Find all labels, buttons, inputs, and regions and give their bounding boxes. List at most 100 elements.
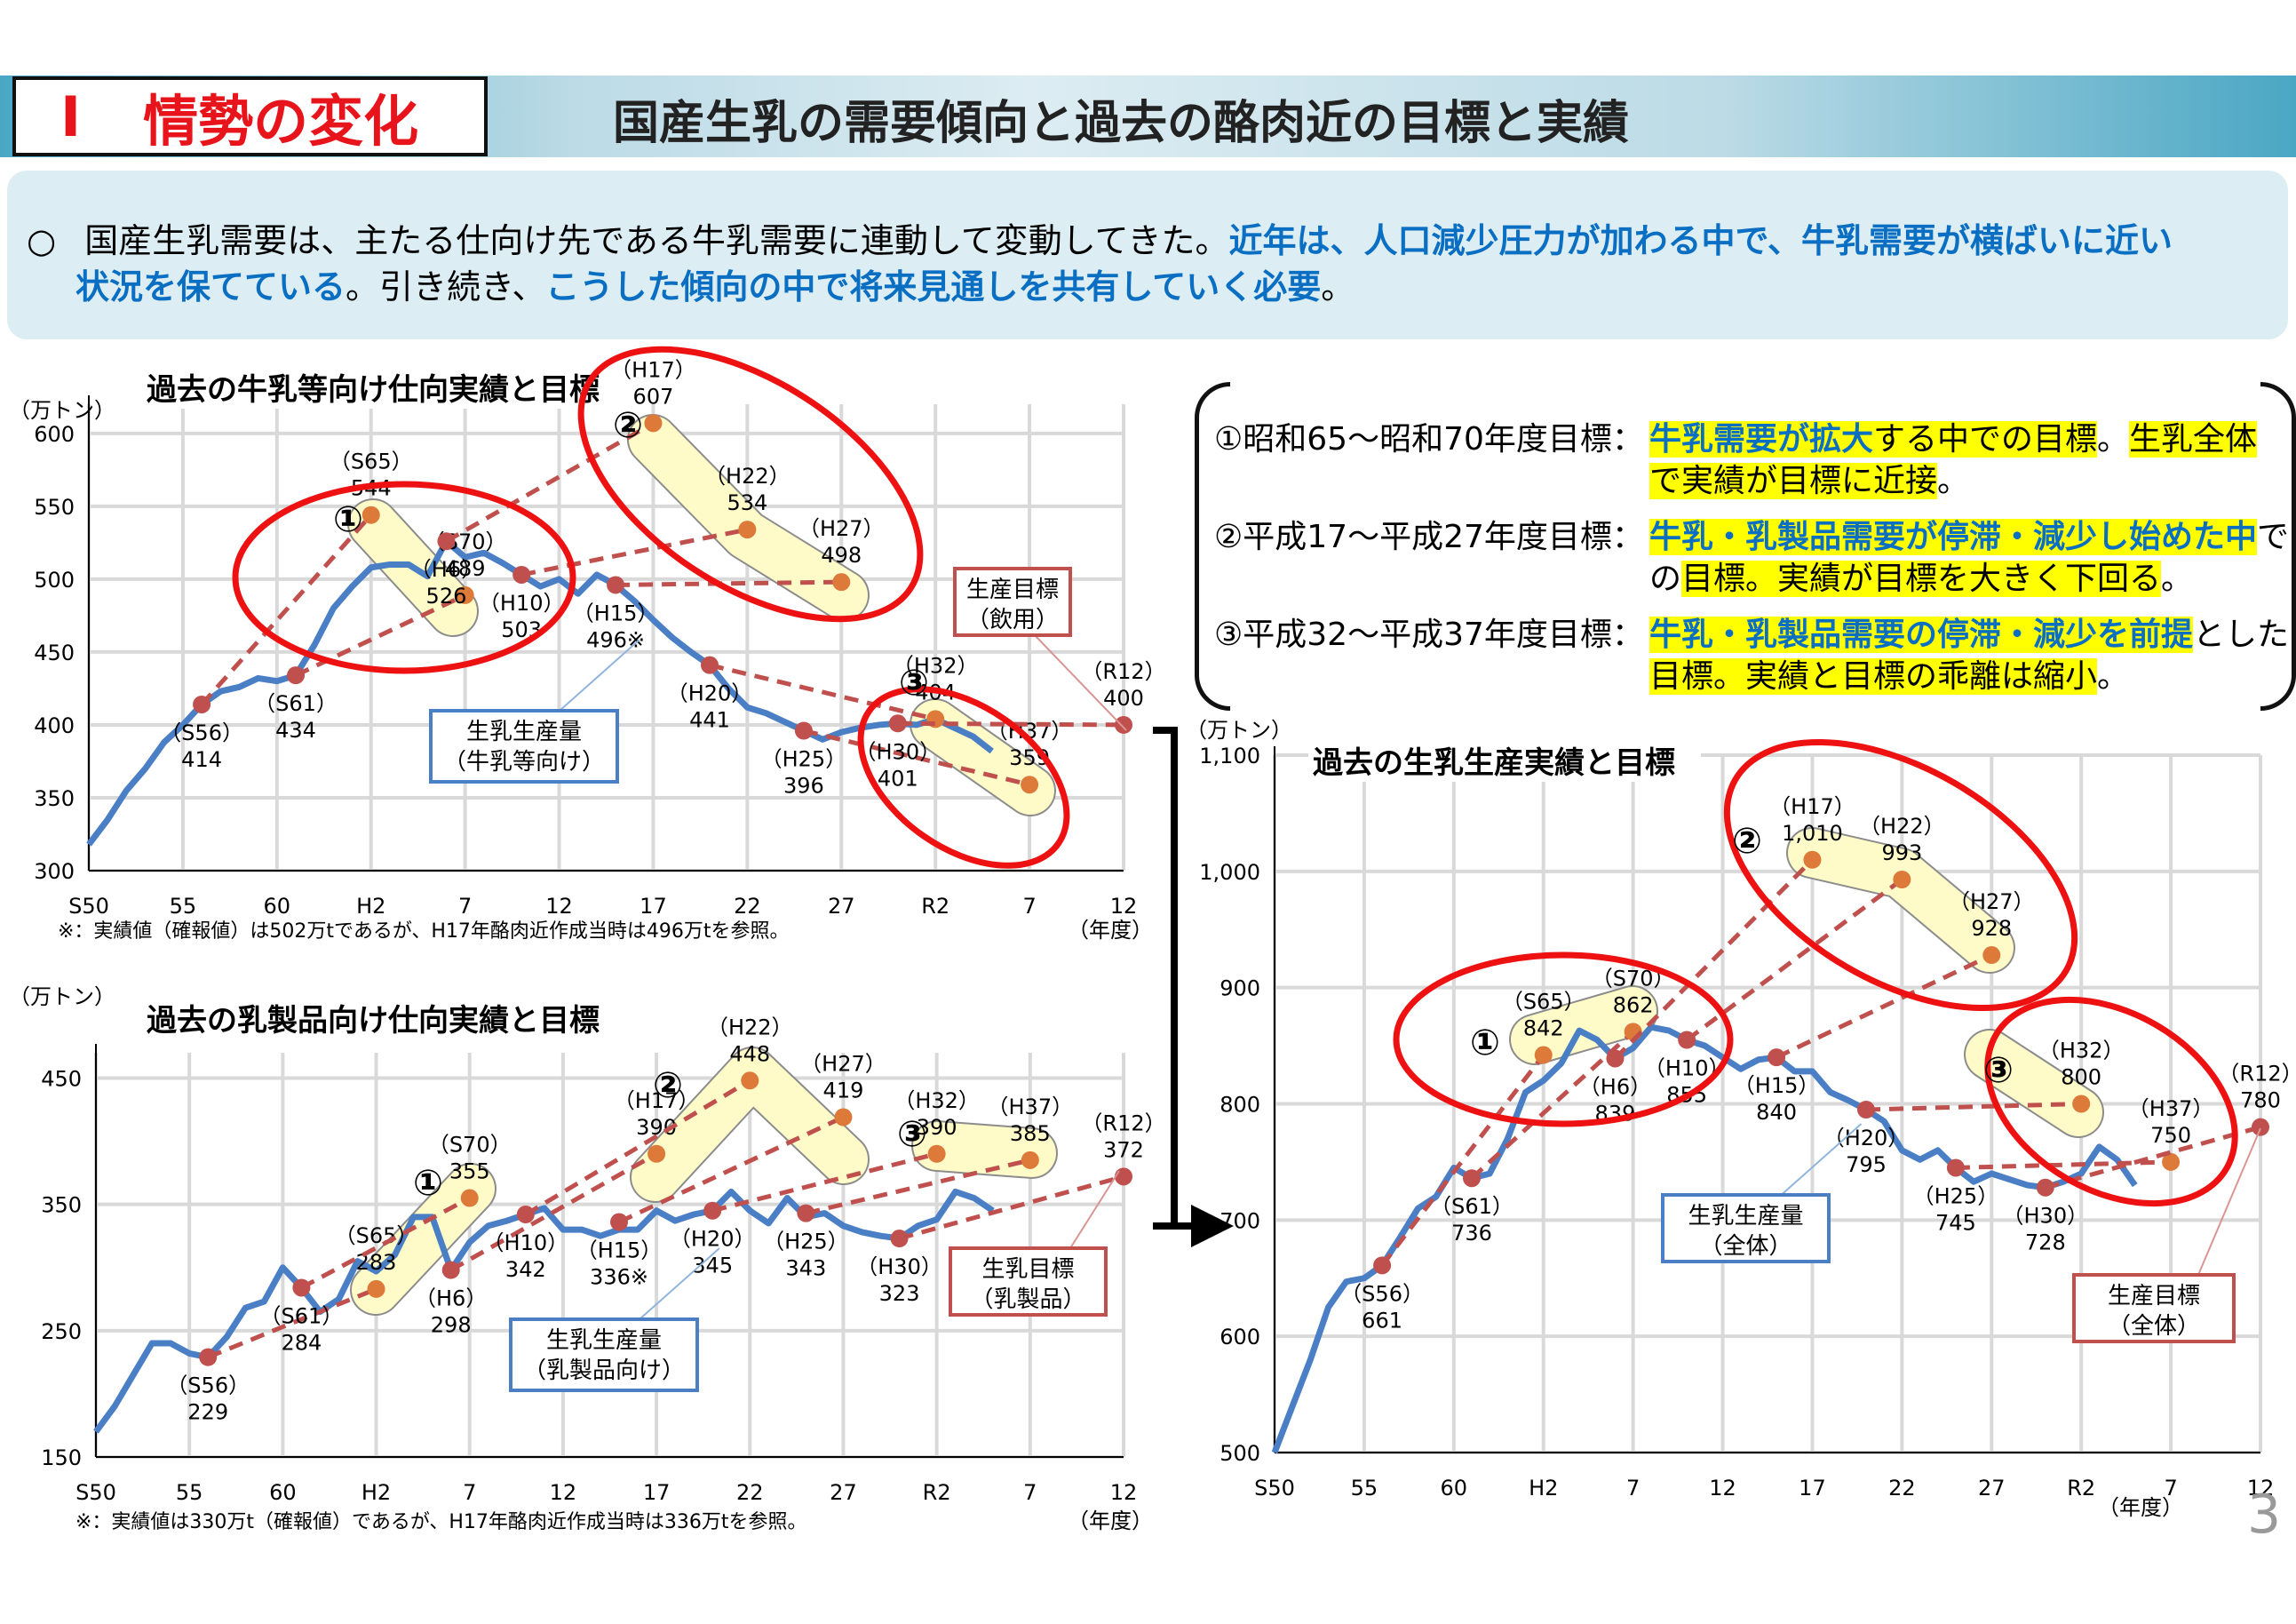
plan-number: ② xyxy=(653,1065,683,1106)
goal-point xyxy=(2162,1152,2181,1171)
base-year-label: （H30） xyxy=(2003,1204,2089,1229)
plan-highlight-ellipse xyxy=(1393,951,1734,1127)
plan-number: ② xyxy=(613,405,643,446)
section-number: Ⅰ xyxy=(60,84,82,149)
plan-number: ① xyxy=(1470,1023,1500,1063)
goal-text: とした xyxy=(2193,617,2290,653)
base-point xyxy=(1946,1158,1965,1177)
goal-point xyxy=(1115,1167,1132,1186)
base-point xyxy=(516,1206,535,1223)
base-value-label: 496※ xyxy=(586,627,645,652)
goal-point xyxy=(460,1189,479,1207)
actual-production-line xyxy=(86,537,994,847)
summary-line-2: 状況を保てている。引き続き、こうした傾向の中で将来見通しを共有していく必要。 xyxy=(75,259,1355,308)
y-axis-unit: （万トン） xyxy=(9,984,115,1009)
base-value-label: 414 xyxy=(181,747,222,772)
series-label-box xyxy=(1661,1193,1831,1263)
x-tick-label: 7 xyxy=(1626,1476,1640,1501)
goal-point xyxy=(741,1071,759,1090)
base-point xyxy=(437,532,456,551)
plan-number: ② xyxy=(1732,821,1762,862)
goal-point xyxy=(644,414,663,433)
summary-text: 。 xyxy=(1321,267,1355,306)
goal-year-label: （S65） xyxy=(330,450,413,474)
goal-row-2: ②平成17～平成27年度目標： 牛乳・乳製品需要が停滞・減少し始めた中で xyxy=(1214,511,2289,557)
x-tick-label: 12 xyxy=(545,894,573,919)
x-tick-label: 7 xyxy=(458,894,472,919)
target-line xyxy=(524,1079,751,1217)
y-tick-label: 300 xyxy=(34,859,75,884)
base-point xyxy=(797,1204,815,1222)
base-year-label: （H20） xyxy=(667,681,753,706)
target-label-line1: 生乳目標 xyxy=(981,1256,1074,1283)
summary-emphasis: こうした傾向の中で将来見通しを共有していく必要 xyxy=(545,267,1322,306)
goal-point xyxy=(1982,946,2001,965)
title-bg xyxy=(1308,736,1701,782)
goal-label: ③平成32～平成37年度目標： xyxy=(1214,617,1644,653)
y-tick-label: 700 xyxy=(1220,1208,1260,1233)
base-point xyxy=(2036,1178,2054,1197)
target-line xyxy=(1613,857,1815,1061)
x-tick-label: 12 xyxy=(1110,1480,1138,1505)
base-year-label: （H20） xyxy=(670,1227,756,1252)
target-label-leader xyxy=(1069,1170,1120,1249)
bullet-icon: ○ xyxy=(27,221,57,260)
base-point xyxy=(794,721,813,740)
y-tick-label: 350 xyxy=(41,1193,82,1218)
goal-value-label: 862 xyxy=(1613,992,1654,1017)
target-line xyxy=(207,1286,377,1359)
plan-highlight-ellipse xyxy=(232,481,576,674)
chart-milk-drinking: S50 55 60 H2 7 12 17 22 27 R2 7 12 300 350 400 450 500 55… xyxy=(9,346,1166,943)
y-tick-label: 500 xyxy=(1220,1441,1260,1466)
plan-number: ① xyxy=(413,1163,443,1204)
goal-year-label: （H22） xyxy=(707,1015,793,1039)
y-tick-label: 450 xyxy=(34,641,75,665)
goal-value-label: 400 xyxy=(1103,686,1144,711)
base-year-label: （S61） xyxy=(254,691,338,716)
base-year-label: （S61） xyxy=(1430,1194,1513,1219)
summary-text: 。引き続き、 xyxy=(346,267,546,306)
base-point xyxy=(441,1261,460,1279)
plan-number: ③ xyxy=(899,663,929,704)
target-line xyxy=(1776,952,1993,1060)
goal-row-3-cont: 目標。実績と目標の乖離は縮小。 xyxy=(1649,650,2129,697)
base-value-label: 526 xyxy=(426,584,467,609)
goals-panel: ①昭和65～昭和70年度目標： 牛乳需要が拡大する中での目標。生乳全体 で実績が目… xyxy=(1195,382,2296,711)
target-line xyxy=(1685,877,1903,1042)
goal-year-label: （H37） xyxy=(2128,1096,2214,1121)
goal-year-label: （H22） xyxy=(704,464,790,489)
target-label-line2: （全体） xyxy=(2108,1313,2200,1340)
x-tick-label: S50 xyxy=(1254,1476,1295,1501)
goal-value-label: 385 xyxy=(1010,1121,1051,1146)
target-label-box xyxy=(953,567,1072,637)
plan-highlight-ellipse xyxy=(577,346,924,623)
base-value-label: 795 xyxy=(1846,1152,1887,1177)
target-label-leader xyxy=(2197,1127,2261,1276)
chart-title: 過去の生乳生産実績と目標 xyxy=(1313,745,1675,781)
target-label-line2: （乳製品） xyxy=(970,1286,1085,1313)
y-tick-label: 150 xyxy=(41,1445,82,1470)
x-axis-unit: （年度） xyxy=(2098,1495,2183,1520)
goal-point xyxy=(927,1144,946,1163)
target-line xyxy=(1865,1102,2082,1112)
base-value-label: 345 xyxy=(692,1254,733,1278)
series-label-leader xyxy=(559,639,640,712)
y-tick-label: 400 xyxy=(34,713,75,738)
target-line xyxy=(617,1115,845,1224)
target-line xyxy=(805,1158,1031,1216)
base-value-label: 441 xyxy=(689,708,730,733)
base-point xyxy=(607,576,625,594)
base-value-label: 840 xyxy=(1756,1100,1797,1125)
series-label-leader xyxy=(639,1247,720,1320)
chart-raw-milk-total: S50 55 60 H2 7 12 17 22 27 R2 7 12 500 600 700 800 900 1,… xyxy=(1186,718,2296,1520)
series-label-line1: 生乳生産量 xyxy=(1688,1203,1803,1230)
goal-point xyxy=(2252,1118,2269,1136)
goal-value-label: 498 xyxy=(821,543,862,568)
goal-row-3: ③平成32～平成37年度目標： 牛乳・乳製品需要の停滞・減少を前提とした xyxy=(1214,609,2289,655)
goal-text: 目標。実績と目標の乖離は縮小 xyxy=(1649,658,2098,695)
target-label-box xyxy=(949,1246,1108,1317)
x-tick-label: 60 xyxy=(264,894,291,919)
goal-year-label: （H32） xyxy=(893,653,979,678)
goal-year-label: （H32） xyxy=(2038,1039,2125,1063)
series-label-box xyxy=(429,709,619,784)
